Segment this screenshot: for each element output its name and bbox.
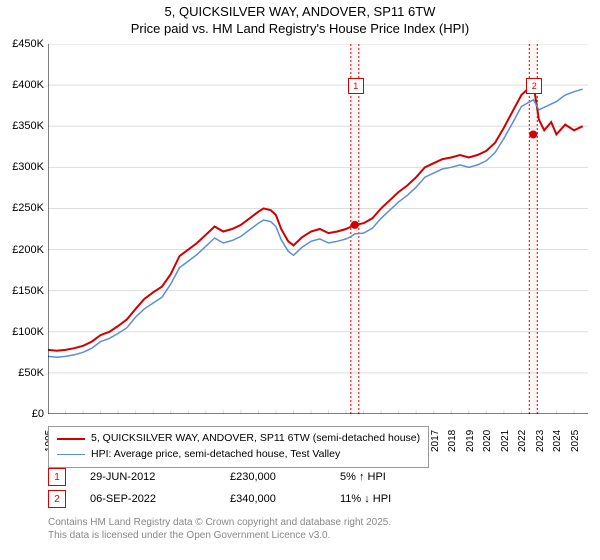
y-tick-label: £200K [0, 244, 44, 256]
title-block: 5, QUICKSILVER WAY, ANDOVER, SP11 6TW Pr… [0, 0, 600, 38]
legend-label: HPI: Average price, semi-detached house,… [91, 447, 340, 463]
marker-delta: 11% ↓ HPI [340, 493, 391, 505]
marker-date: 29-JUN-2012 [90, 471, 230, 483]
marker-bands [351, 44, 537, 414]
legend-swatch [57, 454, 85, 455]
x-tick-label: 2021 [500, 430, 511, 452]
legend-item: 5, QUICKSILVER WAY, ANDOVER, SP11 6TW (s… [57, 431, 420, 447]
x-tick-label: 2024 [552, 430, 563, 452]
footer-line1: Contains HM Land Registry data © Crown c… [48, 516, 391, 529]
legend-item: HPI: Average price, semi-detached house,… [57, 447, 420, 463]
y-tick-label: £0 [0, 408, 44, 420]
x-tick-label: 2018 [447, 430, 458, 452]
marker-table-row: 2 06-SEP-2022£340,00011% ↓ HPI [48, 488, 391, 510]
marker-price: £340,000 [230, 493, 340, 505]
chart-container: 5, QUICKSILVER WAY, ANDOVER, SP11 6TW Pr… [0, 0, 600, 560]
x-tick-label: 2020 [482, 430, 493, 452]
title-subtitle: Price paid vs. HM Land Registry's House … [0, 21, 600, 38]
y-tick-label: £50K [0, 367, 44, 379]
x-tick-label: 2019 [465, 430, 476, 452]
legend-swatch [57, 438, 85, 440]
marker-dot [351, 221, 359, 229]
title-address: 5, QUICKSILVER WAY, ANDOVER, SP11 6TW [0, 4, 600, 21]
marker-dots [351, 130, 537, 228]
y-tick-label: £450K [0, 38, 44, 50]
marker-id-box: 2 [48, 490, 66, 508]
y-tick-label: £300K [0, 161, 44, 173]
marker-dot [529, 130, 537, 138]
x-tick-label: 2025 [570, 430, 581, 452]
series-line [48, 85, 583, 351]
x-tick-label: 2023 [535, 430, 546, 452]
marker-callout: 2 [526, 78, 542, 94]
footer-line2: This data is licensed under the Open Gov… [48, 529, 391, 542]
y-tick-label: £350K [0, 120, 44, 132]
marker-callout: 1 [348, 78, 364, 94]
y-tick-label: £400K [0, 79, 44, 91]
marker-price: £230,000 [230, 471, 340, 483]
marker-table-row: 1 29-JUN-2012£230,0005% ↑ HPI [48, 466, 391, 488]
marker-id-box: 1 [48, 468, 66, 486]
legend: 5, QUICKSILVER WAY, ANDOVER, SP11 6TW (s… [48, 426, 429, 468]
legend-label: 5, QUICKSILVER WAY, ANDOVER, SP11 6TW (s… [91, 431, 420, 447]
marker-date: 06-SEP-2022 [90, 493, 230, 505]
chart-svg [48, 44, 588, 414]
y-tick-label: £100K [0, 326, 44, 338]
marker-table: 1 29-JUN-2012£230,0005% ↑ HPI 2 06-SEP-2022… [48, 466, 391, 510]
marker-delta: 5% ↑ HPI [340, 471, 386, 483]
y-axis: £0£50K£100K£150K£200K£250K£300K£350K£400… [0, 44, 46, 414]
footer: Contains HM Land Registry data © Crown c… [48, 516, 391, 542]
y-tick-label: £150K [0, 285, 44, 297]
chart-area: 12 [48, 44, 588, 414]
x-tick-label: 2022 [517, 430, 528, 452]
x-tick-label: 2017 [430, 430, 441, 452]
y-tick-label: £250K [0, 202, 44, 214]
